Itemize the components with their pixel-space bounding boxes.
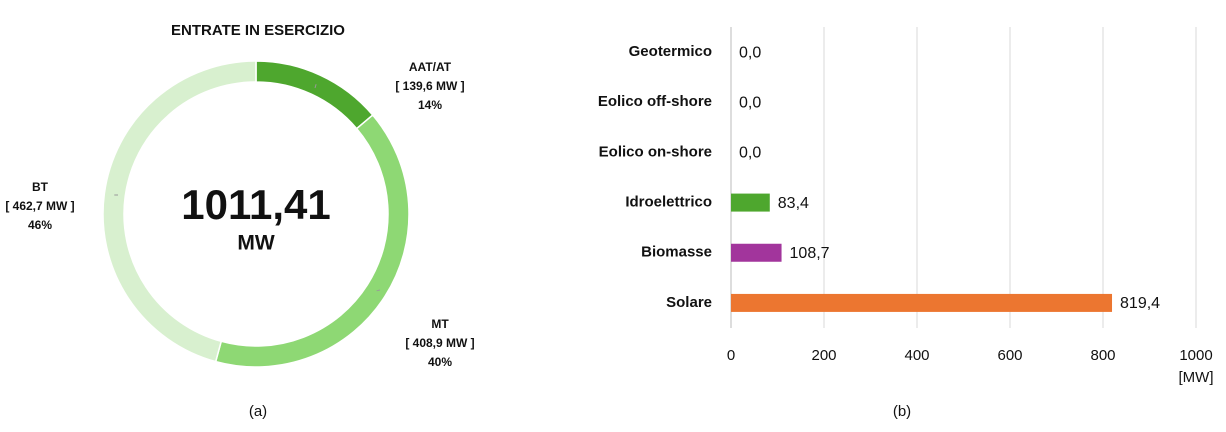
donut-center-value: 1011,41 [181,181,331,228]
slice-value-label: [ 462,7 MW ] [5,199,74,213]
y-tick-label: Solare [666,294,712,311]
x-tick-label: 1000 [1179,347,1212,364]
slice-value-label: [ 408,9 MW ] [405,336,474,350]
value-label: 0,0 [739,145,761,162]
leader-line [376,289,381,292]
value-label: 0,0 [739,44,761,61]
x-tick-label: 800 [1090,347,1115,364]
value-label: 0,0 [739,94,761,111]
x-tick-label: 600 [997,347,1022,364]
caption: (a) [249,403,267,420]
leader-line [314,84,317,89]
y-tick-label: Biomasse [641,244,712,261]
bar [731,193,770,212]
x-tick-label: 0 [727,347,735,364]
donut-center-unit: MW [237,232,274,255]
slice-percent-label: 14% [418,98,442,112]
donut-slice [102,60,257,363]
slice-value-label: [ 139,6 MW ] [395,79,464,93]
y-tick-label: Idroelettrico [625,194,712,211]
donut-slice [255,60,374,130]
x-tick-label: 200 [811,347,836,364]
slice-percent-label: 40% [428,355,452,369]
y-tick-label: Geotermico [629,43,712,60]
x-axis-unit: [MW] [1179,369,1214,386]
y-tick-label: Eolico on-shore [599,143,712,160]
slice-label: MT [431,317,449,331]
y-tick-label: Eolico off-shore [598,93,712,110]
value-label: 83,4 [778,195,809,212]
bar [731,293,1113,312]
value-label: 819,4 [1120,295,1160,312]
slice-percent-label: 46% [28,218,52,232]
slice-label: BT [32,180,49,194]
caption: (b) [893,403,911,420]
slice-label: AAT/AT [409,60,452,74]
value-label: 108,7 [790,245,830,262]
bar [731,243,782,262]
donut-title: ENTRATE IN ESERCIZIO [171,22,345,39]
x-tick-label: 400 [904,347,929,364]
